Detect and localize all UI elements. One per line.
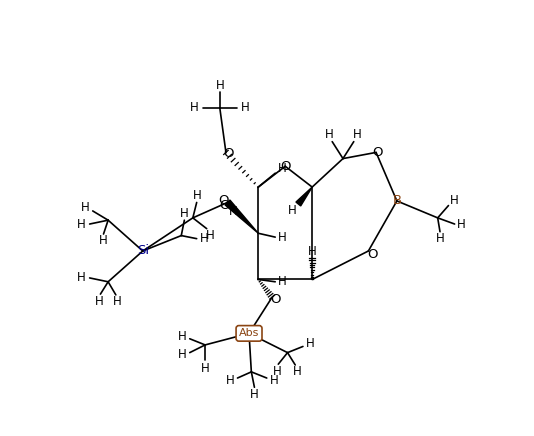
Text: O: O — [223, 147, 233, 160]
Text: H: H — [215, 79, 224, 92]
Text: H: H — [229, 205, 238, 218]
Text: H: H — [278, 162, 287, 175]
Text: O: O — [372, 146, 383, 159]
Text: H: H — [457, 218, 466, 231]
Text: O: O — [271, 293, 281, 306]
Text: O: O — [218, 194, 229, 208]
Text: H: H — [450, 194, 458, 208]
Text: O: O — [219, 199, 230, 212]
Text: H: H — [206, 229, 214, 242]
Text: Abs: Abs — [239, 328, 259, 338]
Text: H: H — [353, 128, 362, 141]
Polygon shape — [225, 200, 258, 233]
Text: H: H — [178, 348, 186, 361]
Text: H: H — [113, 295, 122, 308]
Text: H: H — [250, 388, 259, 402]
Text: H: H — [226, 374, 235, 387]
Text: H: H — [190, 101, 199, 114]
Text: H: H — [180, 207, 189, 220]
Text: H: H — [201, 361, 209, 375]
Text: H: H — [81, 201, 89, 215]
Text: H: H — [95, 295, 103, 307]
Text: H: H — [293, 365, 302, 378]
Text: B: B — [392, 194, 402, 208]
Text: H: H — [241, 101, 249, 114]
Text: H: H — [99, 235, 108, 248]
Text: H: H — [288, 204, 296, 218]
Text: H: H — [278, 232, 287, 245]
Polygon shape — [296, 187, 312, 206]
Text: H: H — [436, 232, 444, 245]
Text: H: H — [193, 189, 202, 202]
Text: O: O — [280, 160, 290, 173]
Text: H: H — [278, 275, 287, 288]
Text: H: H — [325, 128, 334, 141]
Text: H: H — [77, 272, 85, 284]
Text: H: H — [272, 364, 281, 378]
Text: H: H — [308, 245, 317, 258]
Text: H: H — [200, 232, 209, 245]
Text: H: H — [270, 374, 279, 387]
Text: H: H — [178, 330, 186, 343]
Text: H: H — [77, 218, 85, 231]
Text: O: O — [367, 248, 378, 261]
Text: H: H — [307, 337, 315, 350]
Text: Si: Si — [137, 245, 149, 258]
